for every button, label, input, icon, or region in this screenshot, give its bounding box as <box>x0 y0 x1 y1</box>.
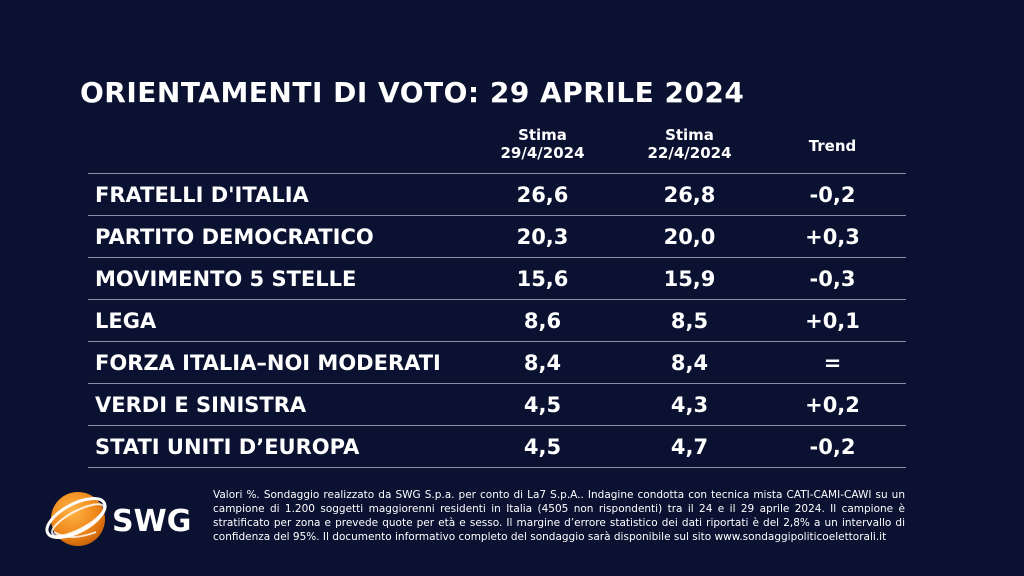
trend-value: +0,2 <box>805 393 860 417</box>
column-header-previous: Stima 22/4/2024 <box>627 126 752 162</box>
trend-value: = <box>823 351 842 375</box>
current-value: 20,3 <box>516 225 569 249</box>
current-value: 8,6 <box>523 309 562 333</box>
previous-value: 20,0 <box>663 225 716 249</box>
current-value: 4,5 <box>523 393 562 417</box>
previous-value: 8,5 <box>670 309 709 333</box>
current-value: 15,6 <box>516 267 569 291</box>
column-header-date: 22/4/2024 <box>647 144 732 162</box>
trend-value: -0,2 <box>809 183 856 207</box>
logo-text: SWG <box>112 504 191 539</box>
party-name: MOVIMENTO 5 STELLE <box>95 267 357 291</box>
table-row: PARTITO DEMOCRATICO 20,3 20,0 +0,3 <box>88 216 906 258</box>
table-row: MOVIMENTO 5 STELLE 15,6 15,9 -0,3 <box>88 258 906 300</box>
previous-value: 26,8 <box>663 183 716 207</box>
trend-value: -0,3 <box>809 267 856 291</box>
party-name: FRATELLI D'ITALIA <box>95 183 309 207</box>
column-header-trend: Trend <box>770 137 895 155</box>
party-name: FORZA ITALIA–NOI MODERATI <box>95 351 441 375</box>
trend-value: +0,1 <box>805 309 860 333</box>
table-row: LEGA 8,6 8,5 +0,1 <box>88 300 906 342</box>
party-name: LEGA <box>95 309 157 333</box>
current-value: 4,5 <box>523 435 562 459</box>
column-header-date: 29/4/2024 <box>500 144 585 162</box>
page-title: ORIENTAMENTI DI VOTO: 29 APRILE 2024 <box>80 76 745 109</box>
party-name: VERDI E SINISTRA <box>95 393 307 417</box>
column-header-label: Stima <box>665 126 714 144</box>
globe-icon <box>45 492 107 546</box>
current-value: 26,6 <box>516 183 569 207</box>
previous-value: 8,4 <box>670 351 709 375</box>
column-header-label: Stima <box>518 126 567 144</box>
previous-value: 15,9 <box>663 267 716 291</box>
methodology-note: Valori %. Sondaggio realizzato da SWG S.… <box>213 489 905 543</box>
previous-value: 4,7 <box>670 435 709 459</box>
trend-value: +0,3 <box>805 225 860 249</box>
party-name: PARTITO DEMOCRATICO <box>95 225 374 249</box>
column-header-current: Stima 29/4/2024 <box>480 126 605 162</box>
trend-value: -0,2 <box>809 435 856 459</box>
previous-value: 4,3 <box>670 393 709 417</box>
table-row: FRATELLI D'ITALIA 26,6 26,8 -0,2 <box>88 174 906 216</box>
current-value: 8,4 <box>523 351 562 375</box>
table-row: VERDI E SINISTRA 4,5 4,3 +0,2 <box>88 384 906 426</box>
poll-table: FRATELLI D'ITALIA 26,6 26,8 -0,2 PARTITO… <box>88 173 906 468</box>
column-header-label: Trend <box>808 137 857 155</box>
party-name: STATI UNITI D’EUROPA <box>95 435 360 459</box>
table-row: FORZA ITALIA–NOI MODERATI 8,4 8,4 = <box>88 342 906 384</box>
table-row: STATI UNITI D’EUROPA 4,5 4,7 -0,2 <box>88 426 906 468</box>
swg-logo: SWG <box>40 486 200 552</box>
